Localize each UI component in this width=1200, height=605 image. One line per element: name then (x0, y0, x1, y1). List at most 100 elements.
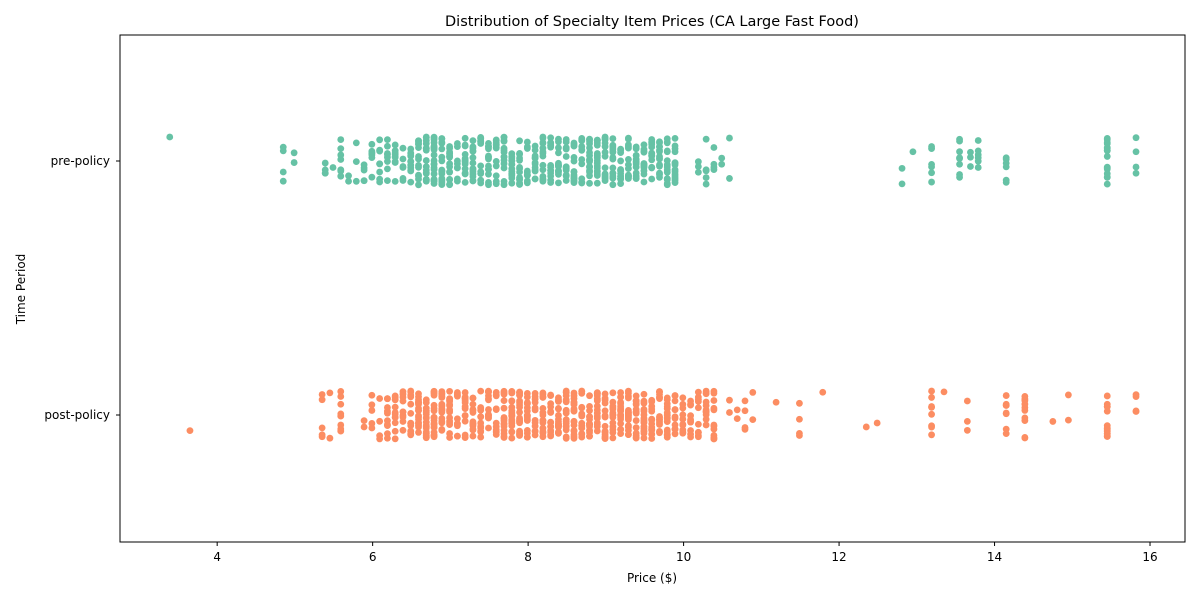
data-point (376, 168, 384, 176)
data-point (391, 177, 399, 185)
data-point (873, 419, 881, 427)
data-point (648, 151, 656, 159)
data-point (1002, 400, 1010, 408)
data-point (485, 406, 492, 413)
data-point (928, 431, 935, 439)
data-point (500, 390, 508, 398)
data-point (485, 388, 492, 396)
data-point (399, 408, 407, 416)
data-point (438, 179, 446, 187)
data-point (368, 140, 376, 148)
data-point (376, 395, 384, 402)
data-point (609, 181, 617, 189)
data-point (679, 421, 687, 429)
data-point (539, 134, 547, 142)
data-point (702, 180, 710, 188)
data-point (547, 423, 555, 430)
data-point (898, 164, 906, 172)
data-point (352, 177, 360, 185)
data-point (376, 136, 384, 144)
data-point (523, 145, 531, 152)
data-point (461, 141, 469, 149)
data-point (617, 420, 625, 427)
data-point (368, 173, 376, 181)
data-point (1103, 392, 1111, 400)
data-point (741, 397, 749, 405)
data-point (928, 163, 935, 171)
data-point (694, 428, 702, 436)
data-point (601, 434, 609, 442)
data-point (422, 166, 430, 174)
data-point (461, 134, 469, 142)
data-point (928, 410, 935, 418)
data-point (671, 413, 679, 421)
data-point (710, 144, 718, 151)
data-point (407, 427, 415, 435)
data-point (469, 144, 477, 152)
data-point (430, 136, 438, 143)
data-point (384, 395, 391, 403)
data-point (539, 405, 547, 412)
data-point (702, 387, 710, 395)
data-point (422, 177, 430, 184)
x-tick-label: 4 (213, 550, 221, 564)
data-point (593, 414, 601, 422)
data-point (368, 147, 376, 155)
data-point (593, 427, 601, 435)
data-point (384, 150, 391, 157)
data-point (570, 421, 578, 429)
data-point (531, 419, 539, 426)
data-point (391, 403, 399, 411)
data-point (461, 169, 469, 177)
data-point (368, 154, 376, 161)
data-point (570, 389, 578, 397)
data-point (617, 426, 625, 433)
data-point (508, 428, 516, 436)
data-point (555, 149, 562, 157)
data-point (967, 148, 974, 156)
data-point (601, 164, 609, 172)
data-point (1132, 163, 1140, 171)
data-point (632, 400, 640, 407)
data-point (477, 176, 485, 184)
data-point (461, 393, 469, 401)
data-point (593, 397, 601, 405)
data-point (663, 428, 671, 435)
data-point (407, 409, 415, 417)
data-point (1002, 155, 1010, 163)
series-pre-policy (166, 133, 1140, 189)
data-point (461, 151, 469, 158)
data-point (625, 389, 632, 397)
data-point (1132, 169, 1140, 177)
data-point (391, 435, 399, 443)
data-point (562, 165, 570, 173)
data-point (531, 399, 539, 406)
data-point (547, 179, 555, 186)
data-point (438, 400, 446, 408)
data-point (656, 161, 663, 169)
data-point (640, 390, 648, 398)
data-point (1002, 410, 1010, 418)
data-point (422, 396, 430, 404)
data-point (555, 144, 562, 152)
data-point (384, 434, 391, 442)
data-point (1103, 430, 1111, 438)
data-point (555, 135, 562, 143)
data-point (656, 429, 663, 437)
data-point (446, 148, 454, 156)
data-point (337, 400, 345, 408)
data-point (399, 144, 407, 152)
points-layer (166, 133, 1140, 443)
data-point (1021, 393, 1029, 400)
data-point (516, 417, 523, 425)
data-point (586, 432, 593, 440)
data-point (562, 422, 570, 430)
data-point (352, 158, 360, 166)
data-point (360, 177, 368, 185)
data-point (337, 156, 345, 163)
data-point (1103, 146, 1111, 154)
data-point (555, 405, 562, 412)
data-point (469, 420, 477, 427)
data-point (453, 420, 461, 428)
